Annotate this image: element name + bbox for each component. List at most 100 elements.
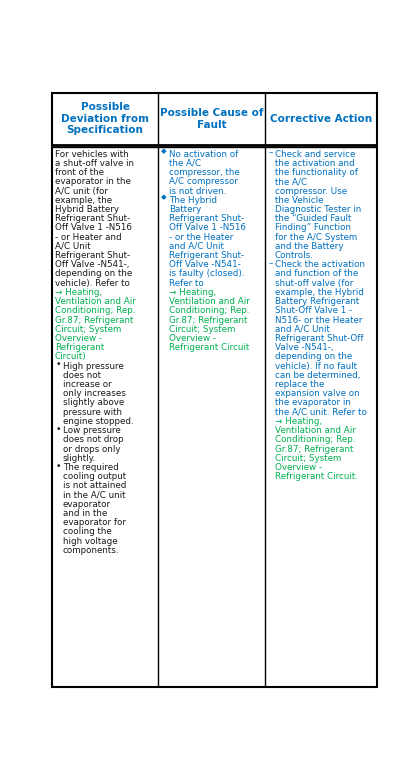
- Text: in the A/C unit: in the A/C unit: [63, 491, 125, 499]
- Text: → Heating,: → Heating,: [55, 288, 102, 297]
- Text: Off Valve -N541-: Off Valve -N541-: [168, 260, 241, 269]
- Text: Off Valve -N541-,: Off Valve -N541-,: [55, 260, 129, 269]
- Text: for the A/C System: for the A/C System: [275, 232, 357, 242]
- Text: components.: components.: [63, 546, 119, 555]
- Text: •: •: [56, 425, 61, 434]
- Text: engine stopped.: engine stopped.: [63, 417, 133, 426]
- Text: Conditioning; Rep.: Conditioning; Rep.: [275, 435, 355, 445]
- Text: Check the activation: Check the activation: [275, 260, 365, 269]
- Text: Refrigerant Shut-Off: Refrigerant Shut-Off: [275, 334, 363, 343]
- Text: depending on the: depending on the: [275, 352, 352, 361]
- Text: depending on the: depending on the: [55, 269, 132, 279]
- Text: cooling the: cooling the: [63, 527, 111, 537]
- Text: Ventilation and Air: Ventilation and Air: [55, 297, 136, 306]
- Text: can be determined,: can be determined,: [275, 371, 360, 380]
- Text: No activation of: No activation of: [168, 150, 238, 159]
- Text: and the Battery: and the Battery: [275, 242, 343, 251]
- Text: Battery Refrigerant: Battery Refrigerant: [275, 297, 359, 306]
- Text: For vehicles with: For vehicles with: [55, 150, 129, 159]
- Text: Circuit; System: Circuit; System: [168, 325, 235, 334]
- Text: Shut-Off Valve 1 -: Shut-Off Valve 1 -: [275, 306, 352, 315]
- Text: Possible
Deviation from
Specification: Possible Deviation from Specification: [61, 102, 149, 135]
- Text: or drops only: or drops only: [63, 445, 120, 453]
- Text: and A/C Unit: and A/C Unit: [168, 242, 223, 251]
- Text: Refrigerant: Refrigerant: [55, 344, 104, 352]
- Text: Conditioning; Rep.: Conditioning; Rep.: [168, 306, 249, 315]
- Text: Overview -: Overview -: [275, 463, 322, 472]
- Text: Circuit; System: Circuit; System: [275, 454, 341, 462]
- Text: vehicle). If no fault: vehicle). If no fault: [275, 361, 357, 371]
- Text: evaporator in the: evaporator in the: [55, 178, 131, 186]
- Text: Corrective Action: Corrective Action: [270, 113, 372, 124]
- Text: Conditioning; Rep.: Conditioning; Rep.: [55, 306, 135, 315]
- Text: Ventilation and Air: Ventilation and Air: [168, 297, 249, 306]
- Text: does not: does not: [63, 371, 101, 380]
- Text: ◆: ◆: [161, 148, 167, 154]
- Text: and function of the: and function of the: [275, 269, 358, 279]
- Text: evaporator for: evaporator for: [63, 518, 126, 527]
- Text: The Hybrid: The Hybrid: [168, 196, 217, 205]
- Text: the activation and: the activation and: [275, 159, 354, 168]
- Text: Gr.87; Refrigerant: Gr.87; Refrigerant: [168, 316, 247, 324]
- Text: the Vehicle: the Vehicle: [275, 196, 323, 205]
- Text: Refrigerant Shut-: Refrigerant Shut-: [168, 214, 244, 223]
- Text: vehicle). Refer to: vehicle). Refer to: [55, 279, 130, 288]
- Text: high voltage: high voltage: [63, 537, 117, 546]
- Text: Valve -N541-,: Valve -N541-,: [275, 344, 333, 352]
- Text: Gr.87; Refrigerant: Gr.87; Refrigerant: [55, 316, 133, 324]
- Text: is not attained: is not attained: [63, 482, 126, 490]
- Text: is not driven.: is not driven.: [168, 187, 226, 195]
- Text: Gr.87; Refrigerant: Gr.87; Refrigerant: [275, 445, 353, 453]
- Text: Off Valve 1 -N516: Off Valve 1 -N516: [55, 223, 132, 232]
- Text: front of the: front of the: [55, 168, 104, 177]
- Text: Refrigerant Shut-: Refrigerant Shut-: [55, 214, 130, 223]
- Text: Finding” Function: Finding” Function: [275, 223, 351, 232]
- Text: a shut-off valve in: a shut-off valve in: [55, 159, 134, 168]
- Text: - or Heater and: - or Heater and: [55, 232, 122, 242]
- Text: → Heating,: → Heating,: [168, 288, 216, 297]
- Text: Diagnostic Tester in: Diagnostic Tester in: [275, 205, 361, 214]
- Text: pressure with: pressure with: [63, 408, 122, 417]
- Text: ◆: ◆: [161, 195, 167, 201]
- Text: is faulty (closed).: is faulty (closed).: [168, 269, 244, 279]
- Text: cooling output: cooling output: [63, 472, 126, 481]
- Text: Circuit; System: Circuit; System: [55, 325, 122, 334]
- Text: the A/C unit. Refer to: the A/C unit. Refer to: [275, 408, 367, 417]
- Text: Overview -: Overview -: [55, 334, 102, 343]
- Text: Check and service: Check and service: [275, 150, 355, 159]
- Text: → Heating,: → Heating,: [275, 417, 322, 426]
- Text: does not drop: does not drop: [63, 435, 123, 445]
- Text: Controls.: Controls.: [275, 251, 314, 260]
- Text: and in the: and in the: [63, 509, 107, 518]
- Text: the A/C: the A/C: [275, 178, 307, 186]
- Text: the evaporator in: the evaporator in: [275, 398, 351, 408]
- Text: High pressure: High pressure: [63, 361, 124, 371]
- Text: Ventilation and Air: Ventilation and Air: [275, 426, 356, 435]
- Text: example, the: example, the: [55, 196, 112, 205]
- Text: Overview -: Overview -: [168, 334, 216, 343]
- Text: Refrigerant Circuit.: Refrigerant Circuit.: [275, 472, 358, 481]
- Text: the “Guided Fault: the “Guided Fault: [275, 214, 351, 223]
- Text: compressor, the: compressor, the: [168, 168, 239, 177]
- Text: The required: The required: [63, 463, 119, 472]
- Text: Low pressure: Low pressure: [63, 426, 121, 435]
- Text: A/C compressor: A/C compressor: [168, 178, 238, 186]
- Text: replace the: replace the: [275, 380, 324, 389]
- Text: Refrigerant Shut-: Refrigerant Shut-: [168, 251, 244, 260]
- Text: Refer to: Refer to: [168, 279, 203, 288]
- Text: the A/C: the A/C: [168, 159, 201, 168]
- Text: Refrigerant Circuit: Refrigerant Circuit: [168, 344, 249, 352]
- Text: only increases: only increases: [63, 389, 126, 398]
- Text: A/C Unit: A/C Unit: [55, 242, 91, 251]
- Text: the functionality of: the functionality of: [275, 168, 358, 177]
- Text: Off Valve 1 -N516: Off Valve 1 -N516: [168, 223, 246, 232]
- Text: A/C unit (for: A/C unit (for: [55, 187, 108, 195]
- Text: Circuit): Circuit): [55, 352, 87, 361]
- Text: slightly.: slightly.: [63, 454, 96, 462]
- Text: example, the Hybrid: example, the Hybrid: [275, 288, 364, 297]
- Text: evaporator: evaporator: [63, 499, 111, 509]
- Text: –: –: [268, 148, 273, 157]
- Text: Battery: Battery: [168, 205, 201, 214]
- Text: –: –: [268, 259, 273, 268]
- Text: Hybrid Battery: Hybrid Battery: [55, 205, 119, 214]
